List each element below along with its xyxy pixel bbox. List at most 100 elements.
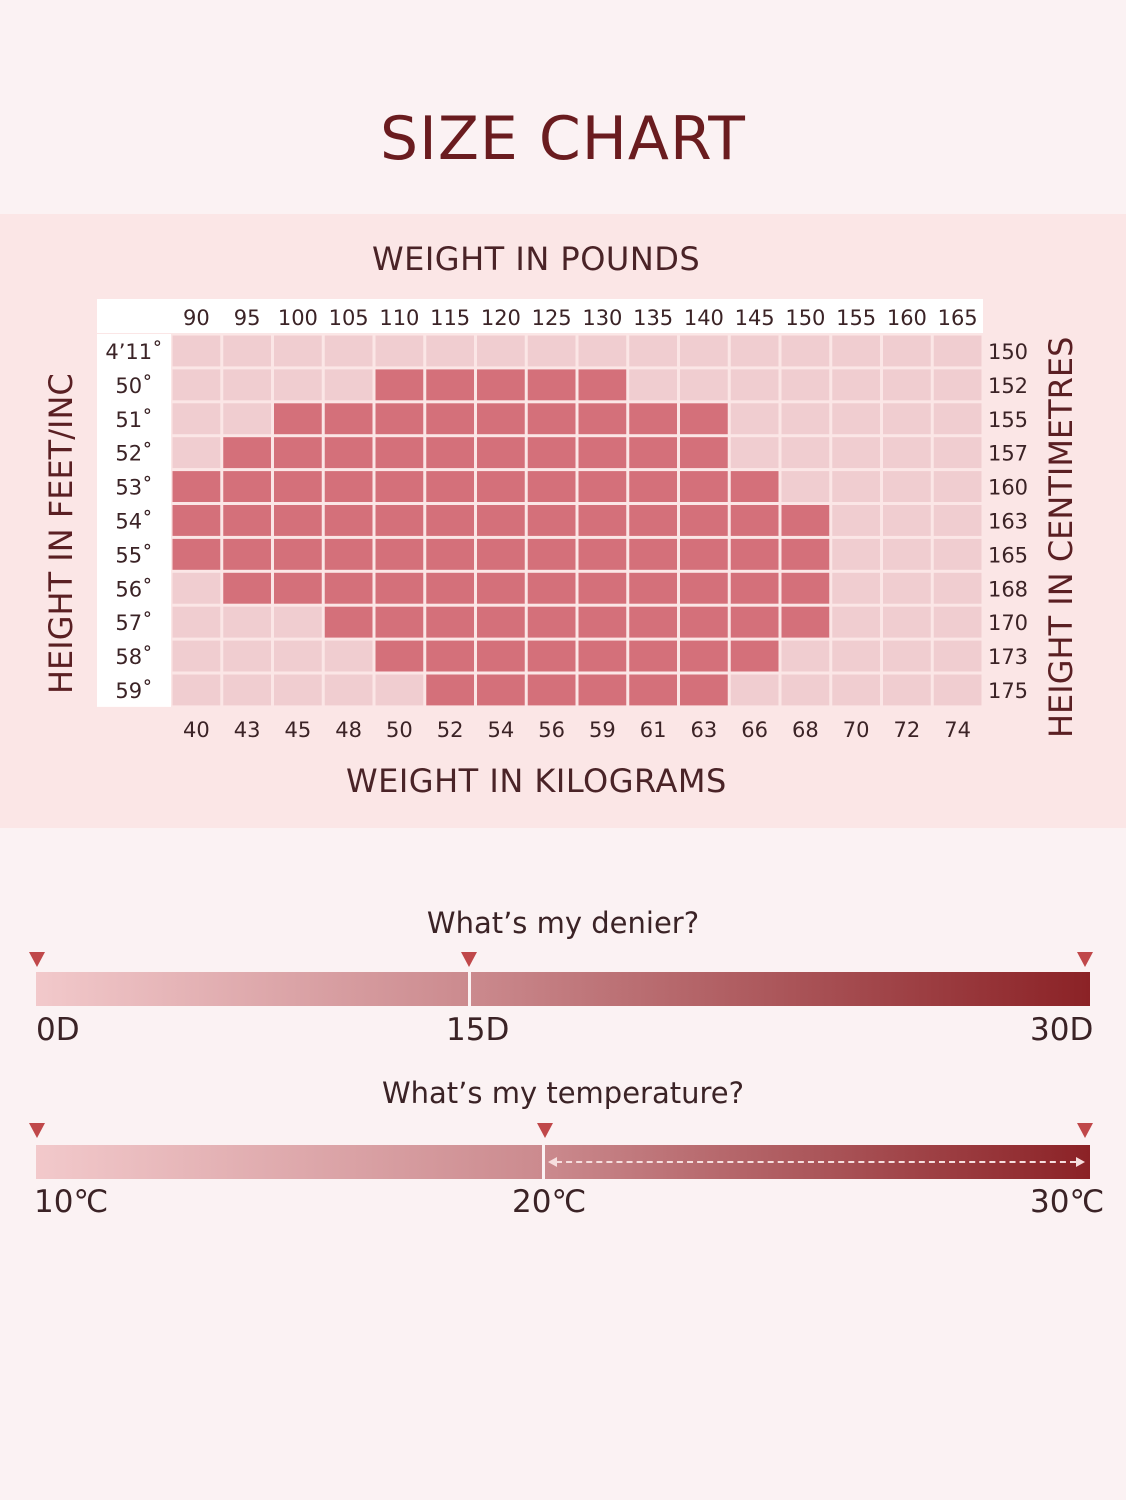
empty-cell [172,674,221,706]
fit-cell [274,471,322,502]
temp-marker-10 [29,1123,45,1138]
weight-lbs-tick: 115 [430,306,470,330]
denier-title: What’s my denier? [426,906,700,940]
fit-cell [223,471,271,502]
fit-cell [274,505,322,536]
fit-cell [578,403,627,435]
height-cm-tick: 175 [988,679,1028,703]
fit-cell [375,538,424,570]
denier-marker-30 [1077,952,1093,967]
fit-cell [375,403,424,435]
empty-cell [832,640,880,672]
empty-cell [172,437,221,469]
weight-kg-tick: 43 [234,718,261,742]
fit-cell [629,640,677,672]
empty-cell [172,572,221,604]
fit-cell [578,471,627,502]
height-ft-tick: 57˚ [115,611,152,635]
fit-cell [730,572,779,604]
empty-cell [781,437,830,469]
fit-cell [477,471,525,502]
empty-cell [832,572,880,604]
denier-label-15: 15D [446,1012,510,1048]
height-ft-tick: 50˚ [115,374,152,398]
temp-marker-20 [537,1123,553,1138]
fit-cell [477,572,525,604]
fit-cell [324,403,373,435]
fit-cell [629,471,677,502]
empty-cell [375,674,424,706]
height-ft-tick: 54˚ [115,509,152,533]
fit-cell [629,403,677,435]
fit-cell [578,640,627,672]
fit-cell [629,674,677,706]
fit-cell [324,471,373,502]
empty-cell [933,538,982,570]
fit-cell [680,505,728,536]
fit-cell [324,437,373,469]
empty-cell [629,369,677,401]
empty-cell [883,403,931,435]
denier-bar-low [36,972,470,1006]
weight-lbs-tick: 125 [532,306,572,330]
empty-cell [223,335,271,367]
height-cm-tick: 155 [988,408,1028,432]
fit-cell [730,538,779,570]
empty-cell [933,572,982,604]
empty-cell [781,674,830,706]
empty-cell [883,640,931,672]
fit-cell [730,505,779,536]
weight-kg-tick: 52 [437,718,464,742]
empty-cell [781,403,830,435]
empty-cell [629,335,677,367]
denier-marker-15 [461,952,477,967]
weight-kg-tick: 40 [183,718,210,742]
temp-label-10: 10℃ [34,1184,109,1220]
empty-cell [832,369,880,401]
empty-cell [933,471,982,502]
fit-cell [477,674,525,706]
fit-cell [324,505,373,536]
fit-cell [578,606,627,638]
empty-cell [883,437,931,469]
empty-cell [172,369,221,401]
fit-cell [477,640,525,672]
fit-cell [629,606,677,638]
fit-cell [274,403,322,435]
empty-cell [223,606,271,638]
fit-cell [527,640,576,672]
fit-cell [527,674,576,706]
fit-cell [426,437,474,469]
fit-cell [629,538,677,570]
weight-kg-tick: 70 [843,718,870,742]
weight-lbs-tick: 100 [278,306,318,330]
weight-lbs-tick: 155 [836,306,876,330]
empty-cell [781,335,830,367]
empty-cell [324,674,373,706]
temp-marker-30 [1077,1123,1093,1138]
fit-cell [629,505,677,536]
denier-marker-0 [29,952,45,967]
fit-cell [680,674,728,706]
fit-cell [680,538,728,570]
empty-cell [324,640,373,672]
empty-cell [933,403,982,435]
empty-cell [274,674,322,706]
fit-cell [274,538,322,570]
fit-cell [375,471,424,502]
arrowhead-left-icon [548,1157,557,1167]
fit-cell [375,437,424,469]
height-cm-tick: 165 [988,543,1028,567]
weight-kg-tick: 50 [386,718,413,742]
fit-cell [426,572,474,604]
empty-cell [832,505,880,536]
empty-cell [274,640,322,672]
fit-cell [426,538,474,570]
weight-lbs-tick: 95 [234,306,261,330]
empty-cell [375,335,424,367]
weight-lbs-header-row [97,299,983,333]
height-ft-label-column [97,334,171,707]
fit-cell [578,505,627,536]
empty-cell [832,437,880,469]
fit-cell [527,403,576,435]
